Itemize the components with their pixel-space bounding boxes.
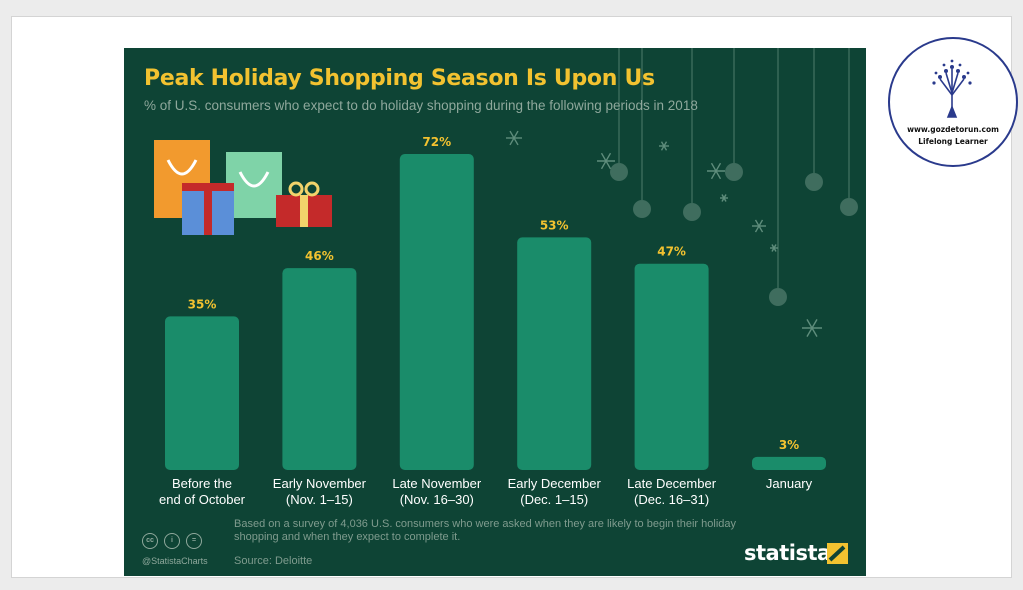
ornament-ball-icon (633, 200, 651, 218)
category-label: January (766, 476, 813, 491)
attribution-icon: i (164, 533, 180, 549)
bar (752, 456, 826, 470)
creative-commons-icon: cc (142, 533, 158, 549)
chart-subtitle: % of U.S. consumers who expect to do hol… (144, 98, 698, 113)
category-label: end of October (159, 492, 246, 507)
footnote: Based on a survey of 4,036 U.S. consumer… (234, 518, 736, 543)
snowflake-icon (707, 162, 725, 180)
category-label: (Dec. 16–31) (634, 492, 709, 507)
bar (634, 263, 709, 470)
chart-title: Peak Holiday Shopping Season Is Upon Us (144, 66, 655, 91)
category-label: (Nov. 1–15) (286, 492, 353, 507)
category-label: Early December (508, 476, 602, 491)
ornament-ball-icon (683, 203, 701, 221)
logo-tagline: Lifelong Learner (918, 137, 988, 146)
snowflake-icon (597, 152, 615, 170)
ornament-ball-icon (840, 198, 858, 216)
infographic: 35% Before the end of October 46% Early Nove… (124, 48, 866, 576)
category-label: Late December (627, 476, 717, 491)
bar-value-label: 46% (305, 249, 334, 263)
holiday-decorations (506, 48, 858, 338)
bar-value-label: 47% (657, 245, 686, 259)
tree-pen-icon (932, 59, 972, 118)
bar-value-label: 72% (422, 135, 451, 149)
bar (517, 237, 592, 470)
category-label: Early November (273, 476, 367, 491)
license-icons: cc i = (142, 533, 202, 549)
category-label: Before the (172, 476, 232, 491)
logo-url-text: www.gozdetorun.com (907, 125, 999, 134)
snowflake-icon (802, 318, 822, 338)
category-label: Late November (392, 476, 482, 491)
statista-mark-icon (827, 543, 848, 564)
category-label: (Dec. 1–15) (520, 492, 588, 507)
slide: 35% Before the end of October 46% Early Nove… (11, 16, 1018, 578)
bar (399, 154, 474, 470)
ornament-ball-icon (725, 163, 743, 181)
gift-illustration (154, 140, 332, 235)
ornament-ball-icon (769, 288, 787, 306)
social-handle: @StatistaCharts (142, 556, 208, 566)
snowflake-icon (752, 219, 766, 233)
bar (165, 316, 239, 470)
site-logo: www.gozdetorun.com Lifelong Learner (888, 37, 1018, 167)
bar-value-label: 3% (779, 438, 799, 452)
bar-value-label: 35% (188, 297, 217, 311)
snowflake-icon (770, 244, 778, 252)
source-note: Source: Deloitte (234, 555, 313, 567)
category-label: (Nov. 16–30) (400, 492, 474, 507)
ornament-ball-icon (610, 163, 628, 181)
snowflake-icon (720, 194, 728, 202)
snowflake-icon (659, 141, 669, 151)
snowflake-icon (506, 130, 522, 146)
bar-value-label: 53% (540, 218, 569, 232)
statista-logo-text: statista (744, 541, 831, 565)
bar (282, 268, 357, 470)
ornament-ball-icon (805, 173, 823, 191)
no-derivatives-icon: = (186, 533, 202, 549)
